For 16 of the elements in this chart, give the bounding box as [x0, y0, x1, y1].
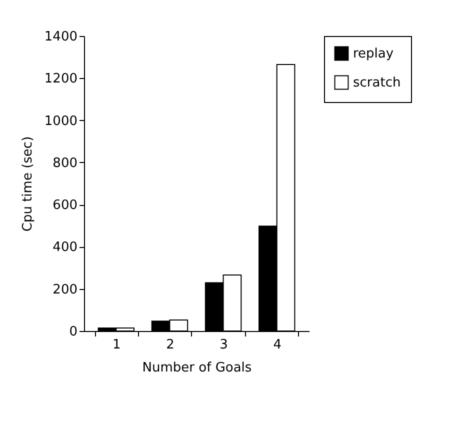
y-tick-label: 400	[52, 240, 78, 256]
legend-label: replay	[353, 46, 394, 62]
y-axis-title: Cpu time (sec)	[20, 136, 36, 232]
y-tick-label: 600	[52, 198, 78, 214]
x-tick-label: 1	[112, 338, 121, 352]
legend-label: scratch	[353, 76, 401, 90]
y-tick-label: 0	[69, 324, 78, 340]
x-tick-label: 4	[273, 338, 282, 352]
x-tick-label: 2	[166, 338, 174, 352]
y-tick-label: 1200	[44, 72, 78, 87]
x-axis-title: Number of Goals	[142, 360, 252, 376]
y-tick-label: 200	[52, 282, 78, 298]
y-tick-label: 1000	[44, 114, 78, 129]
y-tick-label: 1400	[44, 30, 78, 44]
y-tick-label: 800	[52, 156, 78, 171]
x-tick-label: 3	[220, 338, 228, 352]
